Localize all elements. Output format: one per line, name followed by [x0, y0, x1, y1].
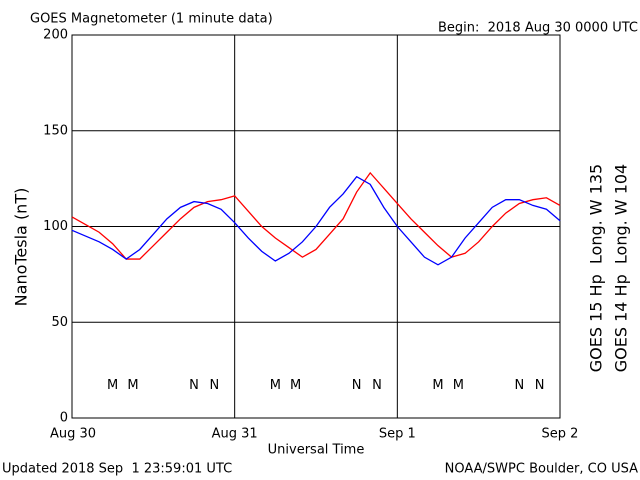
y-tick-label: 50 [51, 315, 68, 330]
annotation: M [290, 378, 301, 393]
annotation: M [453, 378, 464, 393]
y-tick-label: 200 [43, 28, 68, 43]
annotation: N [209, 378, 219, 393]
y-tick-label: 150 [43, 123, 68, 138]
x-tick-label: Aug 31 [212, 427, 258, 442]
data-line [71, 175, 561, 266]
x-tick-label: Aug 30 [50, 427, 96, 442]
chart-title: GOES Magnetometer (1 minute data) [30, 12, 273, 27]
annotation: N [372, 378, 382, 393]
x-tick-label: Sep 1 [379, 427, 416, 442]
y-tick-label: 0 [60, 411, 68, 426]
annotation: M [107, 378, 118, 393]
annotation: N [514, 378, 524, 393]
x-tick-label: Sep 2 [542, 427, 579, 442]
annotation: N [189, 378, 199, 393]
annotation: N [352, 378, 362, 393]
legend-entry: GOES 14 Hp Long. W 104 [612, 164, 631, 372]
annotation: M [432, 378, 443, 393]
begin-time: Begin: 2018 Aug 30 0000 UTC [438, 21, 638, 36]
plot-frame [71, 34, 561, 419]
annotation: M [127, 378, 138, 393]
legend-entry: GOES 15 Hp Long. W 135 [587, 164, 606, 372]
y-tick-label: 100 [43, 219, 68, 234]
updated-time: Updated 2018 Sep 1 23:59:01 UTC [2, 462, 232, 477]
y-axis-label: NanoTesla (nT) [12, 188, 31, 307]
annotation: N [535, 378, 545, 393]
annotation: M [270, 378, 281, 393]
data-line [71, 171, 561, 260]
x-axis-label: Universal Time [268, 443, 365, 458]
credit: NOAA/SWPC Boulder, CO USA [445, 462, 638, 477]
